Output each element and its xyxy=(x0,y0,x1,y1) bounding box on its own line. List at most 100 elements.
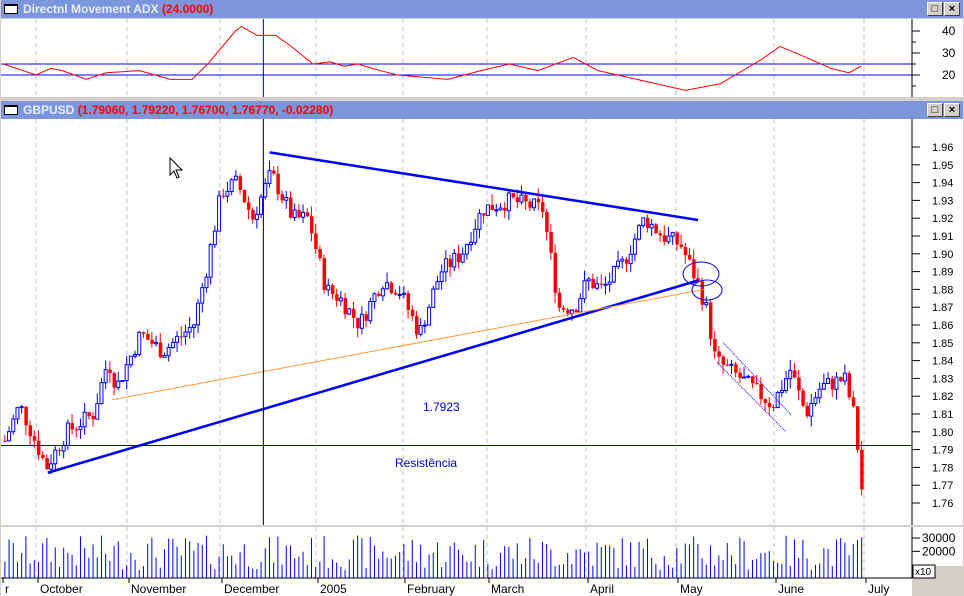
candlestick xyxy=(557,292,562,308)
channel-lower-trendline xyxy=(716,362,787,433)
candlestick xyxy=(292,209,297,219)
candlestick xyxy=(141,332,146,334)
close-button[interactable]: × xyxy=(944,103,960,117)
candlestick xyxy=(212,230,217,246)
candlestick xyxy=(620,258,625,262)
adx-title: Directnl Movement ADX xyxy=(23,2,159,16)
candlestick xyxy=(767,402,772,408)
candlestick xyxy=(103,369,108,384)
candlestick xyxy=(839,377,843,382)
candlestick xyxy=(683,247,688,256)
candlestick xyxy=(418,324,423,335)
price-title: GBPUSD xyxy=(23,103,75,117)
price-title-bar[interactable]: GBPUSD (1.79060, 1.79220, 1.76700, 1.767… xyxy=(1,101,963,119)
price-y-label: 1.80 xyxy=(932,427,953,439)
candlestick xyxy=(45,458,49,470)
price-y-label: 1.92 xyxy=(932,213,953,225)
x-axis-label: October xyxy=(40,582,83,596)
adx-y-label: 20 xyxy=(942,68,956,82)
candlestick xyxy=(158,342,163,358)
candlestick xyxy=(662,235,667,242)
orange-line-trendline xyxy=(112,288,705,401)
price-y-label: 1.96 xyxy=(932,142,953,154)
candlestick xyxy=(11,418,16,433)
candlestick xyxy=(288,197,293,218)
candlestick xyxy=(654,224,658,234)
price-values: (1.79060, 1.79220, 1.76700, 1.76770, -0.… xyxy=(77,103,334,117)
candlestick xyxy=(456,253,461,263)
price-plot-area xyxy=(1,119,912,525)
candlestick xyxy=(15,407,20,420)
candlestick xyxy=(759,383,763,400)
window-menu-icon[interactable] xyxy=(4,105,18,115)
candlestick xyxy=(246,202,251,210)
candlestick xyxy=(490,204,495,210)
candlestick xyxy=(696,278,700,282)
candlestick xyxy=(524,195,528,202)
candlestick xyxy=(284,196,289,201)
close-button[interactable]: × xyxy=(944,2,960,16)
candlestick xyxy=(154,341,159,345)
price-y-label: 1.86 xyxy=(932,320,953,332)
maximize-button[interactable]: □ xyxy=(927,2,943,16)
candlestick xyxy=(380,288,385,297)
candlestick xyxy=(150,339,154,344)
price-y-label: 1.77 xyxy=(932,480,953,492)
candlestick xyxy=(821,382,826,390)
price-y-label: 1.95 xyxy=(932,160,953,172)
candlestick xyxy=(755,383,759,385)
price-y-label: 1.94 xyxy=(932,178,953,190)
price-y-label: 1.81 xyxy=(932,409,953,421)
candlestick xyxy=(406,293,411,310)
volume-multiplier: x10 xyxy=(915,567,932,578)
candlestick xyxy=(364,314,369,321)
candlestick xyxy=(607,281,612,285)
candlestick xyxy=(464,244,469,255)
adx-title-bar[interactable]: Directnl Movement ADX (24.0000) □ × xyxy=(1,0,963,18)
window-menu-icon[interactable] xyxy=(4,4,18,14)
candlestick xyxy=(721,356,726,365)
candlestick xyxy=(301,211,306,218)
candlestick xyxy=(401,292,406,295)
adx-axis-area xyxy=(912,19,963,97)
candlestick xyxy=(305,212,310,217)
adx-y-label: 30 xyxy=(942,46,956,60)
candlestick xyxy=(99,382,104,405)
price-y-label: 1.82 xyxy=(932,391,953,403)
candlestick xyxy=(532,198,537,209)
candlestick xyxy=(233,175,238,181)
candlestick xyxy=(359,313,364,329)
highlight-ellipse xyxy=(682,261,720,287)
candlestick xyxy=(41,454,45,459)
candlestick xyxy=(414,316,419,335)
candlestick xyxy=(788,369,793,380)
candlestick xyxy=(784,378,789,391)
candlestick xyxy=(19,406,24,409)
candlestick xyxy=(540,202,545,212)
candlestick xyxy=(448,258,453,268)
x-axis-label: February xyxy=(407,582,455,596)
candlestick xyxy=(746,375,751,378)
annotation-value: 1.7923 xyxy=(423,400,460,414)
candlestick xyxy=(506,192,511,212)
candlestick xyxy=(318,249,322,259)
price-y-label: 1.88 xyxy=(932,284,953,296)
volume-plot-area xyxy=(1,527,912,578)
x-axis-label: March xyxy=(491,582,524,596)
price-y-label: 1.90 xyxy=(932,249,953,261)
support-lower-trendline xyxy=(47,279,699,474)
candlestick xyxy=(826,378,831,384)
candlestick xyxy=(515,197,520,203)
maximize-button[interactable]: □ xyxy=(927,103,943,117)
date-axis-area xyxy=(1,578,912,596)
volume-y-label: 20000 xyxy=(922,544,956,558)
x-axis-label: r xyxy=(5,582,9,596)
candlestick xyxy=(70,423,75,430)
candlestick xyxy=(628,253,633,265)
candlestick xyxy=(187,327,192,333)
candlestick xyxy=(170,341,175,349)
x-axis-label: 2005 xyxy=(320,582,347,596)
candlestick xyxy=(675,232,679,245)
price-y-label: 1.79 xyxy=(932,445,953,457)
